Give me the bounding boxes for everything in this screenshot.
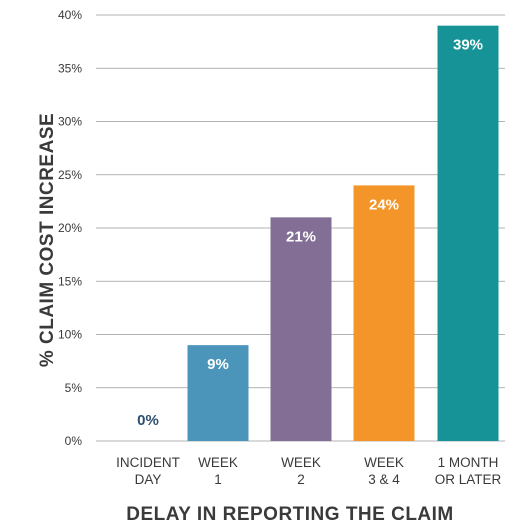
bars: [187, 25, 499, 442]
data-label: 9%: [207, 356, 229, 373]
x-tick-label: 2: [297, 472, 305, 487]
data-label: 24%: [369, 196, 399, 213]
y-tick-label: 20%: [58, 221, 82, 235]
x-tick-label: WEEK: [198, 455, 238, 470]
y-tick-label: 10%: [58, 328, 82, 342]
x-tick-label: INCIDENT: [116, 455, 180, 470]
data-label: 0%: [137, 412, 159, 429]
bar: [437, 25, 499, 442]
data-label: 39%: [453, 37, 483, 54]
y-tick-label: 25%: [58, 168, 82, 182]
bar: [187, 345, 249, 441]
x-axis-label: DELAY IN REPORTING THE CLAIM: [126, 504, 454, 525]
y-tick-label: 30%: [58, 115, 82, 129]
y-tick-label: 5%: [65, 381, 83, 395]
data-labels: 0% 9% 21% 24% 39%: [137, 37, 483, 429]
y-tick-label: 35%: [58, 61, 82, 75]
y-tick-label: 0%: [65, 434, 83, 448]
x-tick-label: WEEK: [364, 455, 404, 470]
y-tick-label: 40%: [58, 8, 82, 22]
x-tick-label: WEEK: [281, 455, 321, 470]
y-axis-ticks: 0% 5% 10% 15% 20% 25% 30% 35% 40%: [58, 8, 82, 448]
bar: [270, 217, 332, 441]
x-tick-label: 1 MONTH: [438, 455, 499, 470]
x-axis-categories: INCIDENT DAY WEEK 1 WEEK 2 WEEK 3 & 4 1 MONTH OR …: [116, 455, 501, 487]
y-tick-label: 15%: [58, 274, 82, 288]
y-axis-label: % CLAIM COST INCREASE: [37, 113, 58, 367]
x-tick-label: 1: [214, 472, 222, 487]
x-tick-label: DAY: [135, 472, 162, 487]
bar: [353, 185, 415, 441]
x-tick-label: OR LATER: [435, 472, 502, 487]
data-label: 21%: [286, 228, 316, 245]
x-tick-label: 3 & 4: [368, 472, 400, 487]
